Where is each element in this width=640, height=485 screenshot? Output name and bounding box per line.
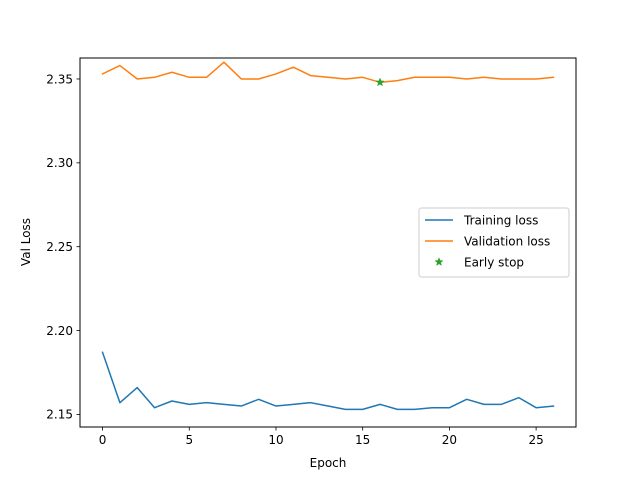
x-tick-label: 10 xyxy=(268,433,283,447)
legend-swatch-early-stop xyxy=(434,257,444,266)
x-tick-label: 20 xyxy=(442,433,457,447)
y-ticks: 2.15 2.20 2.25 2.30 2.35 xyxy=(46,72,80,422)
x-tick-label: 25 xyxy=(528,433,543,447)
legend-label-training-loss: Training loss xyxy=(463,213,538,227)
series-line-validation-loss xyxy=(101,61,555,84)
legend-label-early-stop: Early stop xyxy=(464,255,524,269)
legend-label-validation-loss: Validation loss xyxy=(464,234,550,248)
x-ticks: 0 5 10 15 20 25 xyxy=(99,427,544,447)
x-axis-label: Epoch xyxy=(310,456,347,470)
y-tick-label: 2.15 xyxy=(46,408,73,422)
y-tick-label: 2.35 xyxy=(46,72,73,86)
markers-layer xyxy=(375,77,385,87)
plot-frame xyxy=(79,57,577,428)
marker-early-stop xyxy=(375,77,385,87)
legend-box xyxy=(418,207,570,278)
y-tick-label: 2.20 xyxy=(46,324,73,338)
series-line-training-loss xyxy=(101,351,555,411)
legend: Training loss Validation loss Early stop xyxy=(418,207,570,278)
y-tick-label: 2.25 xyxy=(46,240,73,254)
x-tick-label: 5 xyxy=(185,433,193,447)
y-axis-label: Val Loss xyxy=(19,218,33,266)
y-tick-label: 2.30 xyxy=(46,156,73,170)
x-tick-label: 0 xyxy=(99,433,107,447)
x-tick-label: 15 xyxy=(355,433,370,447)
lines-layer xyxy=(101,61,555,411)
